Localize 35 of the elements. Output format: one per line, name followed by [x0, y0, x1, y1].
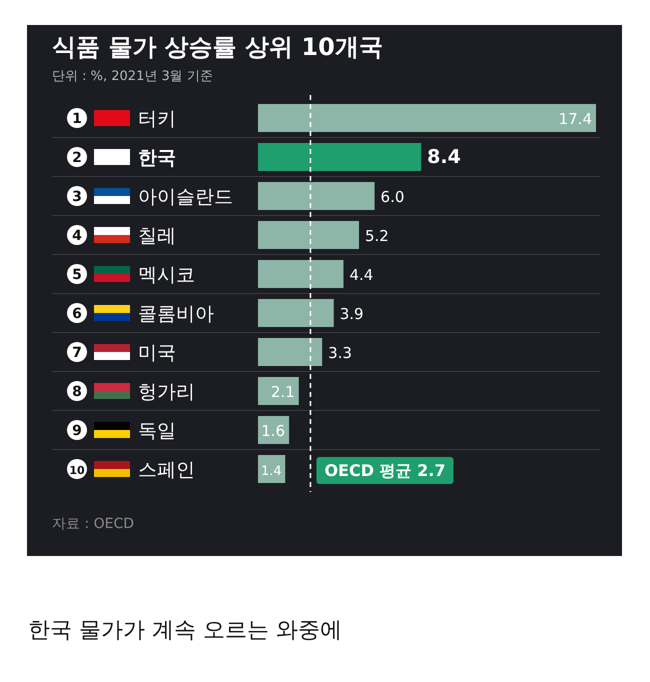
data-label: 3.3 — [328, 344, 352, 362]
data-label: 8.4 — [427, 146, 461, 168]
data-label: 1.6 — [261, 422, 286, 440]
bar — [258, 338, 322, 366]
category-label: 2 한국 — [72, 147, 176, 169]
bar — [258, 104, 596, 132]
category-label: 3 아이슬란드 — [72, 186, 233, 208]
bar — [258, 416, 290, 444]
data-label: 3.9 — [340, 305, 364, 323]
bar — [258, 455, 286, 483]
category-label: 9 독일 — [72, 420, 176, 442]
bar — [258, 377, 299, 405]
category-label: 5 멕시코 — [72, 264, 195, 286]
data-label: 5.2 — [365, 227, 389, 245]
text: 단위 : %, 2021년 3월 기준 — [52, 69, 213, 84]
category-label: 4 칠레 — [72, 225, 176, 247]
category-label: 1 터키 — [72, 108, 176, 130]
data-label: 2.1 — [270, 383, 295, 401]
text: 한국 물가가 계속 오르는 와중에 — [28, 618, 342, 643]
data-label: 1.4 — [261, 464, 282, 479]
bar — [258, 299, 334, 327]
data-label: 17.4 — [558, 110, 592, 128]
category-label: 7 미국 — [72, 342, 176, 364]
text: 자료 : OECD — [52, 516, 134, 532]
ref-line-label: OECD 평균 2.7 — [324, 461, 446, 480]
bar — [258, 260, 344, 288]
data-label: 4.4 — [349, 266, 374, 284]
data-label: 6.0 — [380, 188, 404, 206]
category-label: 10 스페인 — [69, 459, 195, 481]
bar — [258, 143, 422, 171]
bar — [258, 182, 375, 210]
category-label: 8 헝가리 — [72, 381, 195, 403]
chart-title: 식품 물가 상승률 상위 10개국 — [52, 33, 383, 61]
category-label: 6 콜롬비아 — [72, 303, 214, 325]
bar — [258, 221, 360, 249]
